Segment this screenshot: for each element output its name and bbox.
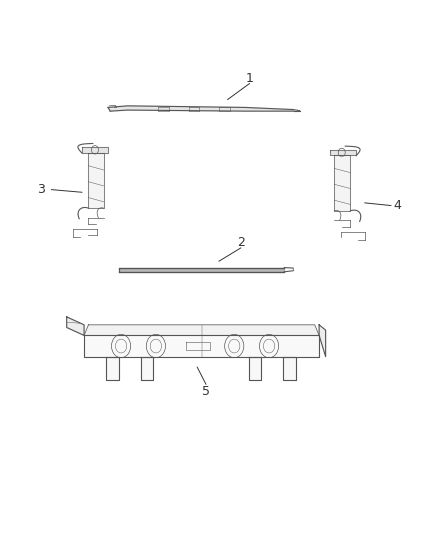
Polygon shape — [82, 147, 108, 152]
Text: 1: 1 — [246, 72, 254, 85]
Polygon shape — [319, 325, 325, 357]
Polygon shape — [334, 155, 350, 211]
Polygon shape — [283, 357, 297, 381]
Polygon shape — [84, 335, 319, 357]
Polygon shape — [141, 357, 153, 381]
Text: 2: 2 — [237, 236, 245, 249]
Text: 3: 3 — [37, 183, 45, 196]
Polygon shape — [67, 317, 84, 335]
Polygon shape — [88, 152, 104, 208]
Polygon shape — [249, 357, 261, 381]
Text: 5: 5 — [202, 385, 210, 398]
Polygon shape — [84, 325, 319, 335]
Polygon shape — [108, 106, 294, 111]
Polygon shape — [106, 357, 119, 381]
Polygon shape — [330, 150, 356, 155]
Text: 4: 4 — [393, 199, 401, 212]
Polygon shape — [119, 268, 284, 272]
